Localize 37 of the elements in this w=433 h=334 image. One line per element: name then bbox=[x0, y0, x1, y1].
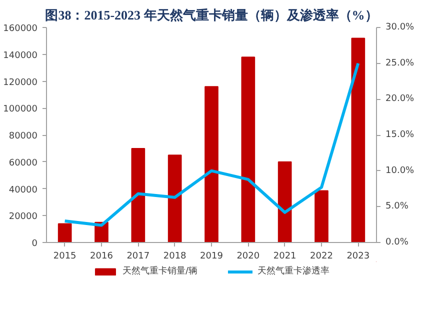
x-tick-label: 2018 bbox=[163, 252, 187, 262]
x-tick-label: 2016 bbox=[90, 252, 114, 262]
y-tick-label: 140000 bbox=[3, 50, 38, 61]
chart-title: 图38：2015-2023 年天然气重卡销量（辆）及渗透率（%） bbox=[45, 8, 378, 22]
bar bbox=[278, 161, 292, 242]
bar bbox=[58, 223, 72, 242]
bar bbox=[241, 56, 256, 242]
bar bbox=[314, 190, 328, 242]
y-tick-label: 20000 bbox=[8, 212, 38, 222]
y2-tick-label: 30.0% bbox=[386, 22, 415, 32]
x-tick-label: 2021 bbox=[273, 252, 296, 262]
y-tick-label: 0 bbox=[32, 239, 38, 249]
y-tick-label: 40000 bbox=[8, 185, 38, 196]
y2-tick-label: 10.0% bbox=[386, 166, 415, 176]
x-tick-label: 2019 bbox=[200, 252, 224, 262]
y2-tick-label: 25.0% bbox=[386, 58, 415, 68]
legend-label: 天然气重卡销量/辆 bbox=[122, 265, 198, 278]
bar bbox=[204, 86, 218, 242]
y2-tick-label: 20.0% bbox=[386, 94, 415, 104]
x-tick-label: 2023 bbox=[346, 252, 370, 262]
y-tick-label: 80000 bbox=[8, 132, 38, 142]
bar bbox=[351, 38, 366, 242]
x-tick-label: 2017 bbox=[126, 252, 150, 262]
bar bbox=[168, 154, 182, 242]
x-tick-label: 2022 bbox=[310, 252, 333, 262]
y2-tick-label: 15.0% bbox=[386, 130, 415, 140]
y2-tick-label: 0.0% bbox=[386, 238, 409, 248]
y2-tick-label: 5.0% bbox=[386, 202, 409, 212]
line-series bbox=[63, 62, 360, 227]
y-tick-label: 120000 bbox=[3, 78, 38, 88]
y-tick-label: 160000 bbox=[3, 24, 38, 34]
legend-label: 天然气重卡渗透率 bbox=[258, 265, 330, 278]
bar bbox=[131, 148, 146, 242]
x-tick-label: 2020 bbox=[236, 252, 260, 262]
y-tick-label: 60000 bbox=[8, 158, 38, 168]
y-tick-label: 100000 bbox=[3, 104, 38, 115]
x-tick-label: 2015 bbox=[53, 252, 76, 262]
